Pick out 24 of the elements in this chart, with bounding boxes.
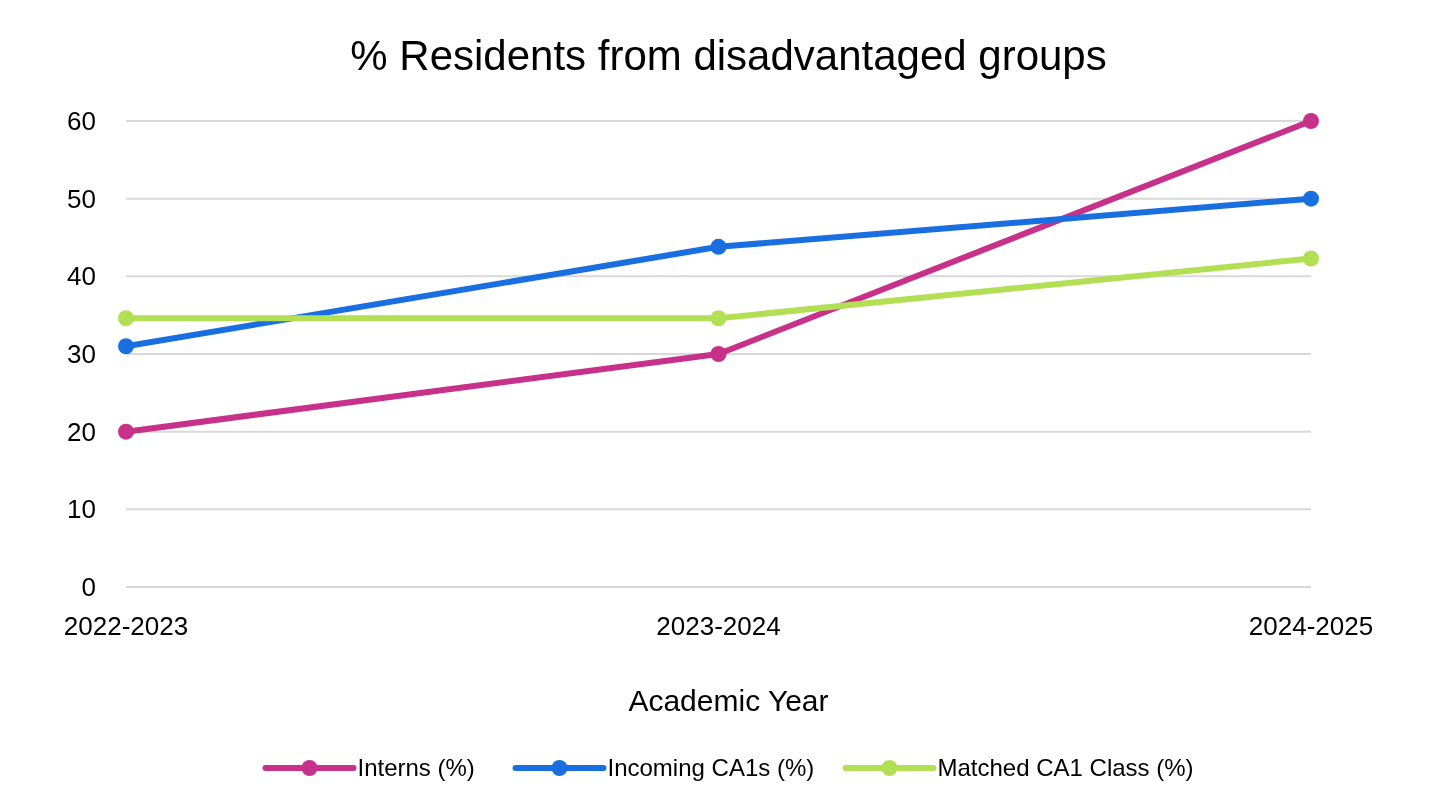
point <box>118 338 134 355</box>
x-tick-label: 2024-2025 <box>1248 611 1374 641</box>
point <box>710 238 727 255</box>
legend-label: Incoming CA1s (%) <box>607 754 815 781</box>
chart-title: % Residents from disadvantaged groups <box>350 32 1107 79</box>
point <box>1303 190 1319 207</box>
x-tick-label: 2022-2023 <box>63 611 189 641</box>
x-tick-label: 2023-2024 <box>656 611 781 641</box>
y-tick-label: 10 <box>67 494 96 525</box>
x-axis-title: Academic Year <box>628 684 829 717</box>
y-tick-label: 20 <box>67 416 96 447</box>
point <box>1303 113 1319 129</box>
y-tick-label: 50 <box>67 183 96 214</box>
point <box>710 346 727 362</box>
y-tick-label: 60 <box>67 106 96 136</box>
legend-label: Interns (%) <box>357 754 475 781</box>
point <box>118 310 134 327</box>
y-tick-label: 30 <box>67 339 96 369</box>
y-tick-label: 0 <box>81 572 96 602</box>
point <box>118 423 134 440</box>
point <box>1303 250 1319 267</box>
point <box>710 310 727 327</box>
y-tick-label: 40 <box>67 261 96 292</box>
legend-label: Matched CA1 Class (%) <box>937 754 1194 781</box>
